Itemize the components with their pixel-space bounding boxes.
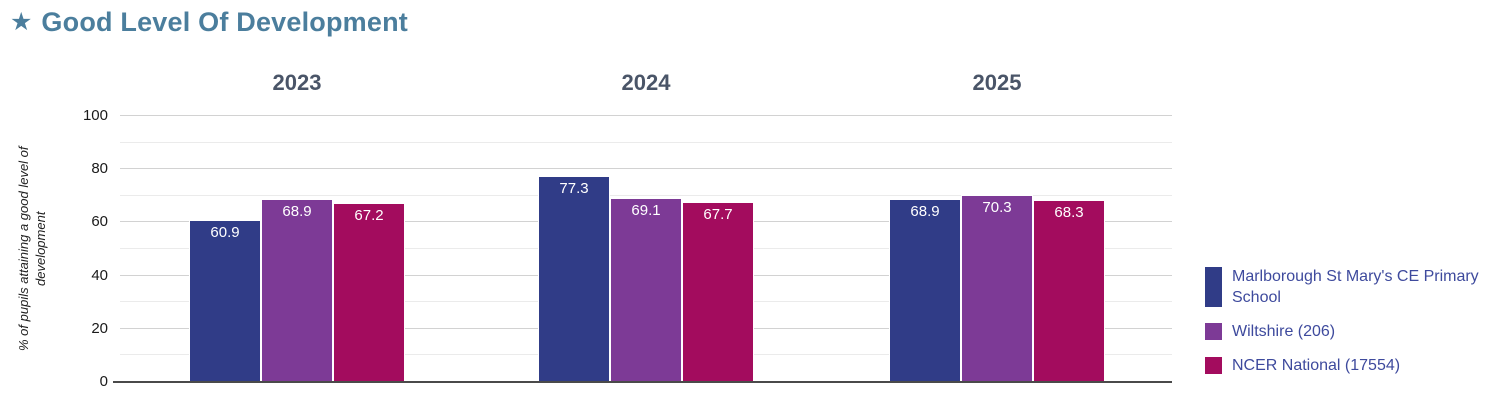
bar-value-label: 68.3 [1054,204,1084,222]
bar-2024-wiltshire[interactable]: 69.1 [610,198,682,382]
category-label-2023: 2023 [272,70,322,95]
bar-value-label: 68.9 [910,202,940,220]
gridline-100 [120,115,1172,116]
y-tick-label-60: 60 [91,213,108,231]
gridline-90 [120,141,1172,143]
page-title: Good Level Of Development [41,7,408,37]
bar-2024-school[interactable]: 77.3 [538,176,610,382]
plot-area: 60.9 68.9 67.2 77.3 69.1 67.7 68.9 70.3 68.3 [113,115,1172,383]
category-label-2024: 2024 [621,70,671,95]
legend-label: Wiltshire (206) [1232,323,1336,341]
star-icon: ★ [10,8,33,36]
bar-value-label: 70.3 [982,199,1012,217]
bar-value-label: 67.2 [354,207,384,225]
legend-swatch-wiltshire [1205,323,1222,341]
legend-swatch-national [1205,357,1222,375]
legend-item-wiltshire[interactable]: Wiltshire (206) [1205,321,1491,342]
bar-2024-national[interactable]: 67.7 [682,201,754,382]
y-axis-title: % of pupils attaining a good level of de… [16,146,48,352]
bar-group-2024: 77.3 69.1 67.7 [538,176,754,382]
chart-title-row: ★ Good Level Of Development [10,7,408,38]
y-tick-label-80: 80 [91,160,108,178]
bar-2025-national[interactable]: 68.3 [1033,200,1105,382]
bar-group-2023: 60.9 68.9 67.2 [189,198,405,382]
bar-value-label: 69.1 [631,202,661,220]
legend-label: Marlborough St Mary's CE Primary School [1232,268,1479,307]
legend-swatch-school [1205,267,1222,307]
category-label-2025: 2025 [972,70,1022,95]
bar-value-label: 60.9 [210,224,240,242]
legend-item-national[interactable]: NCER National (17554) [1205,355,1491,376]
y-tick-label-20: 20 [91,319,108,337]
bar-2023-national[interactable]: 67.2 [333,203,405,382]
bar-value-label: 68.9 [282,202,312,220]
bar-2023-school[interactable]: 60.9 [189,220,261,382]
y-tick-label-0: 0 [99,373,108,390]
bar-2025-school[interactable]: 68.9 [889,198,961,382]
gridline-80 [120,168,1172,170]
gridline-70 [120,194,1172,196]
legend-label: NCER National (17554) [1232,357,1401,375]
y-tick-label-100: 100 [82,107,108,124]
bar-group-2025: 68.9 70.3 68.3 [889,195,1105,382]
legend-item-school[interactable]: Marlborough St Mary's CE Primary School [1205,266,1491,308]
bar-2025-wiltshire[interactable]: 70.3 [961,195,1033,382]
bar-value-label: 77.3 [559,180,589,198]
bar-value-label: 67.7 [703,205,733,223]
y-tick-label-40: 40 [91,266,108,284]
legend: Marlborough St Mary's CE Primary School W… [1205,266,1491,376]
x-axis-line [113,381,1172,383]
bar-2023-wiltshire[interactable]: 68.9 [261,198,333,382]
